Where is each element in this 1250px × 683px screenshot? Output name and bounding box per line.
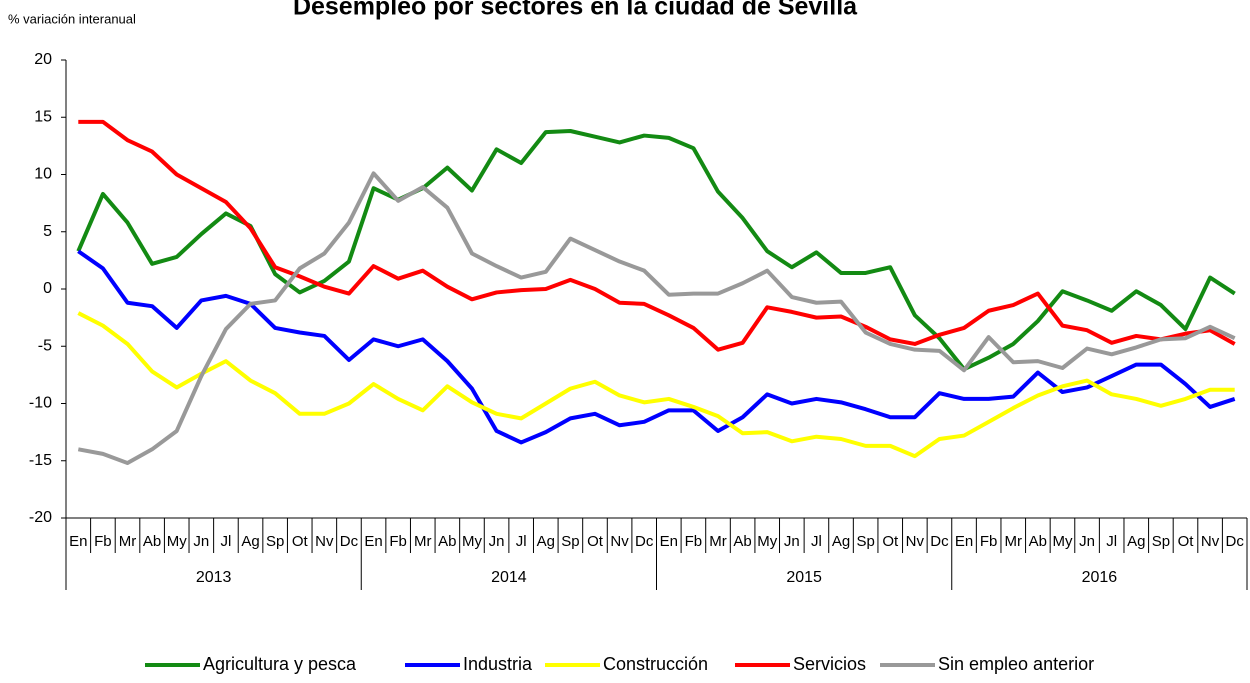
series-line [76,128,1236,372]
chart-title: Desempleo por sectores en la ciudad de S… [293,0,858,21]
x-tick-label: Mr [414,533,432,550]
x-tick-label: Dc [1226,533,1245,550]
y-tick-label: -5 [38,337,52,354]
series-line [77,171,1236,466]
x-tick-label: Fb [980,533,998,550]
x-tick-label: My [1052,533,1072,550]
x-tick-label: Sp [561,533,579,550]
x-tick-label: Sp [1152,533,1170,550]
y-tick-label: 5 [43,223,52,240]
x-tick-label: Jn [193,533,209,550]
x-tick-label: Ag [832,533,850,550]
x-tick-label: Ot [882,533,899,550]
x-tick-label: Ot [587,533,604,550]
y-tick-label: 15 [34,108,52,125]
x-tick-label: Sp [266,533,284,550]
y-tick-label: -10 [29,395,52,412]
y-tick-label: 10 [34,166,52,183]
x-tick-label: Jl [516,533,527,550]
y-tick-label: -20 [29,509,52,526]
x-tick-label: My [167,533,187,550]
x-tick-label: Fb [389,533,407,550]
x-tick-label: Jl [221,533,232,550]
x-tick-label: Nv [315,533,334,550]
x-tick-label: En [69,533,87,550]
x-tick-label: Fb [685,533,703,550]
x-tick-label: Mr [709,533,727,550]
year-label: 2013 [196,569,232,586]
legend-label: Agricultura y pesca [203,654,357,674]
x-tick-label: Jn [489,533,505,550]
x-tick-label: Ab [733,533,751,550]
legend-label: Servicios [793,654,866,674]
x-tick-label: Nv [1201,533,1220,550]
x-tick-label: Ab [143,533,161,550]
x-tick-label: Jl [811,533,822,550]
x-tick-label: En [955,533,973,550]
legend-label: Industria [463,654,533,674]
legend-label: Construcción [603,654,708,674]
y-axis-label: % variación interanual [8,11,136,26]
x-tick-label: Mr [1005,533,1023,550]
x-tick-label: Ab [1029,533,1047,550]
x-tick-label: My [462,533,482,550]
year-label: 2016 [1082,569,1118,586]
x-tick-label: Dc [635,533,654,550]
x-tick-label: En [660,533,678,550]
x-tick-label: Nv [906,533,925,550]
x-tick-label: Jn [784,533,800,550]
x-tick-label: Jl [1106,533,1117,550]
series-line [78,119,1236,352]
x-tick-label: Ag [1127,533,1145,550]
y-tick-label: 20 [34,51,52,68]
x-tick-label: My [757,533,777,550]
x-tick-label: Nv [610,533,629,550]
x-tick-label: Sp [856,533,874,550]
x-tick-label: Ab [438,533,456,550]
x-tick-label: Dc [930,533,949,550]
x-tick-label: Ot [1178,533,1195,550]
x-tick-label: Mr [119,533,137,550]
x-tick-label: Fb [94,533,112,550]
y-tick-label: 0 [43,280,52,297]
series-line [77,249,1236,445]
legend-label: Sin empleo anterior [938,654,1094,674]
x-tick-label: En [364,533,382,550]
x-tick-label: Jn [1079,533,1095,550]
year-label: 2015 [786,569,822,586]
x-tick-label: Dc [340,533,359,550]
x-tick-label: Ag [537,533,555,550]
y-tick-label: -15 [29,452,52,469]
x-tick-label: Ag [241,533,259,550]
year-label: 2014 [491,569,527,586]
series-line [77,311,1235,459]
x-tick-label: Ot [292,533,309,550]
